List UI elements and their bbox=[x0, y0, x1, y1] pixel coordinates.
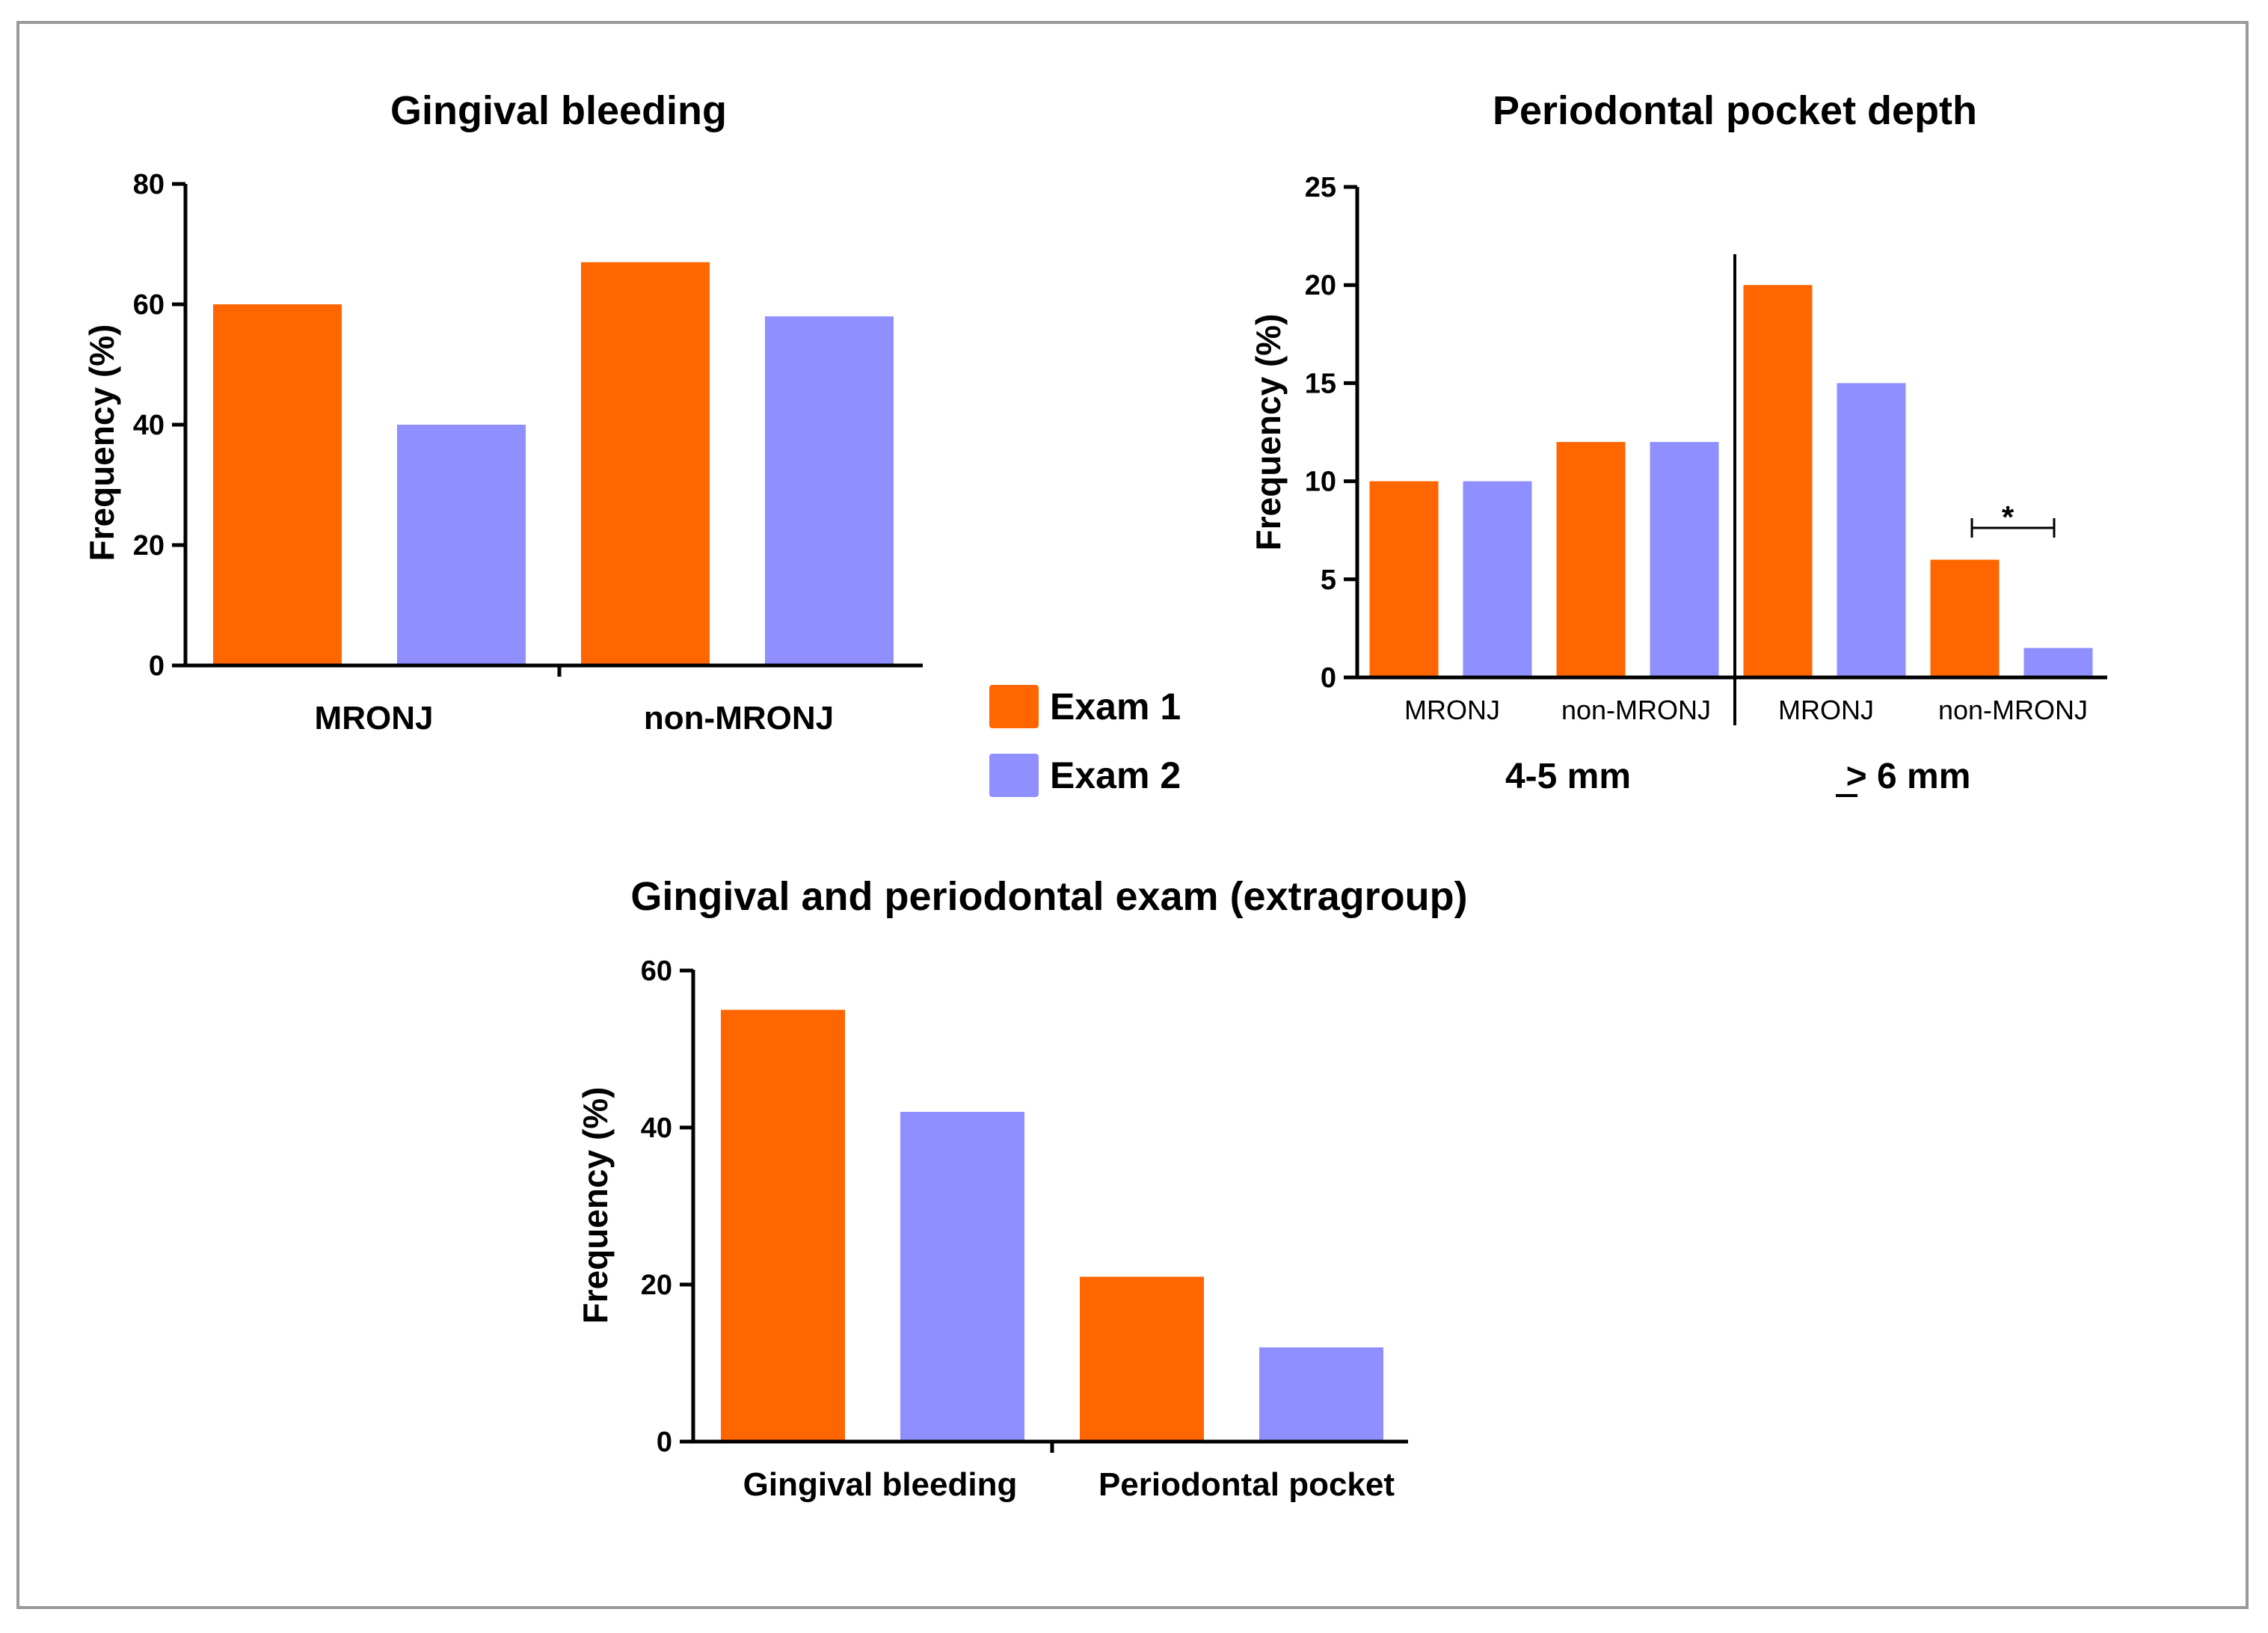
y-tick-label: 20 bbox=[133, 530, 165, 562]
significance-marker: * bbox=[2002, 499, 2015, 535]
bar-exam-2 bbox=[765, 316, 894, 665]
y-tick-label: 25 bbox=[1305, 172, 1336, 203]
bar-exam-1 bbox=[1080, 1276, 1204, 1442]
bar-exam-2 bbox=[1837, 383, 1906, 677]
periodontal-pocket-depth-chart: Periodontal pocket depth Frequency (%) 0… bbox=[1249, 88, 2107, 797]
x-category-label: non-MRONJ bbox=[1561, 695, 1711, 725]
bar-exam-1 bbox=[721, 1009, 845, 1442]
bar-exam-2 bbox=[1259, 1347, 1383, 1442]
significance-bracket: * bbox=[1970, 499, 2056, 538]
legend: Exam 1 Exam 2 bbox=[989, 685, 1181, 797]
x-category-label: MRONJ bbox=[1778, 695, 1874, 725]
x-category-label: non-MRONJ bbox=[1938, 695, 2088, 725]
y-tick-label: 20 bbox=[641, 1270, 672, 1301]
y-tick-label: 0 bbox=[149, 651, 165, 682]
y-tick-label: 10 bbox=[1305, 467, 1336, 498]
chart-title: Gingival and periodontal exam (extragrou… bbox=[630, 874, 1467, 919]
bar-exam-1 bbox=[1930, 559, 2000, 677]
y-tick-label: 60 bbox=[133, 289, 165, 321]
bar-exam-2 bbox=[397, 425, 526, 665]
bar-exam-2 bbox=[1463, 481, 1532, 677]
y-tick-label: 60 bbox=[641, 956, 672, 987]
chart-title: Periodontal pocket depth bbox=[1493, 88, 1977, 133]
y-tick-label: 0 bbox=[1321, 662, 1336, 694]
gingival-bleeding-chart: Gingival bleeding Frequency (%) 0 20 40 60 8… bbox=[82, 88, 923, 736]
y-tick-label: 5 bbox=[1321, 565, 1336, 596]
y-tick-label: 80 bbox=[133, 169, 165, 200]
legend-swatch-exam-2 bbox=[989, 754, 1039, 797]
legend-label-exam-2: Exam 2 bbox=[1050, 754, 1181, 796]
y-tick-label: 20 bbox=[1305, 270, 1336, 301]
bar-exam-1 bbox=[581, 262, 710, 665]
bar-exam-1 bbox=[1556, 442, 1626, 677]
y-axis-label: Frequency (%) bbox=[82, 325, 121, 562]
y-tick-label: 40 bbox=[641, 1113, 672, 1144]
group-label-4-5-mm: 4-5 mm bbox=[1505, 757, 1631, 796]
y-axis-label: Frequency (%) bbox=[1249, 314, 1288, 551]
extragroup-chart: Gingival and periodontal exam (extragrou… bbox=[576, 874, 1468, 1503]
y-tick-label: 40 bbox=[133, 410, 165, 441]
bar-exam-1 bbox=[1743, 285, 1813, 677]
y-axis-label: Frequency (%) bbox=[576, 1087, 615, 1324]
x-category-label: MRONJ bbox=[1404, 695, 1500, 725]
bar-exam-2 bbox=[900, 1112, 1024, 1442]
group-label-6-mm-or-more: > 6 mm bbox=[1846, 757, 1971, 796]
bar-exam-1 bbox=[1369, 481, 1439, 677]
bar-exam-2 bbox=[2023, 648, 2093, 677]
bar-exam-1 bbox=[213, 304, 342, 665]
bar-exam-2 bbox=[1650, 442, 1719, 677]
chart-title: Gingival bleeding bbox=[390, 88, 727, 133]
x-category-label: MRONJ bbox=[315, 700, 434, 736]
x-category-label: Gingival bleeding bbox=[743, 1466, 1018, 1503]
y-tick-label: 15 bbox=[1305, 368, 1336, 399]
y-tick-label: 0 bbox=[657, 1427, 672, 1458]
x-category-label: Periodontal pocket bbox=[1098, 1466, 1395, 1503]
x-category-label: non-MRONJ bbox=[644, 700, 834, 736]
legend-swatch-exam-1 bbox=[989, 685, 1039, 728]
legend-label-exam-1: Exam 1 bbox=[1050, 686, 1181, 728]
